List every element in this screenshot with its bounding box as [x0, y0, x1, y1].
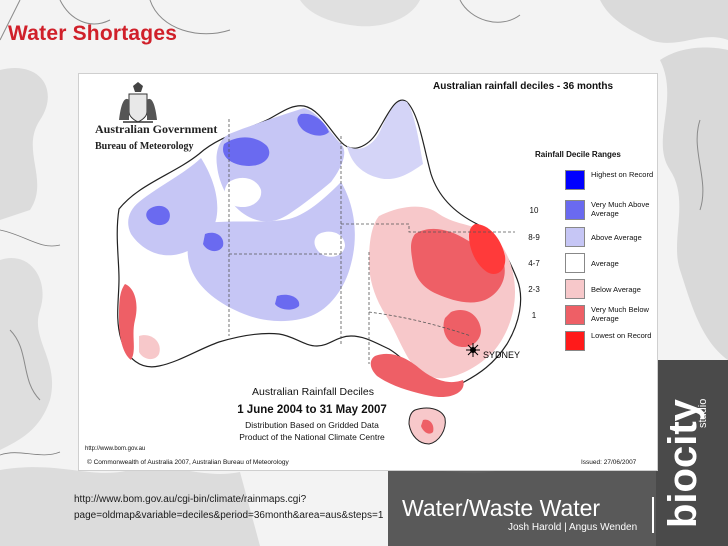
caption-dates: 1 June 2004 to 31 May 2007 [237, 404, 387, 416]
legend-swatch [565, 279, 585, 299]
legend-item: Highest on Record [519, 170, 654, 192]
sydney-marker-icon [466, 343, 480, 357]
legend-code: 2-3 [528, 285, 540, 294]
sydney-label: SYDNEY [483, 350, 521, 360]
source-url: http://www.bom.gov.au/cgi-bin/climate/ra… [74, 494, 384, 521]
footer-title: Water/Waste Water [402, 495, 601, 521]
legend-item: 1 Very Much Below Average [519, 305, 654, 327]
legend-code: 1 [531, 311, 537, 320]
government-name: Australian Government [95, 122, 218, 136]
figure-title: Australian rainfall deciles - 36 months [433, 81, 614, 92]
legend-label: Below Average [591, 285, 641, 294]
figure-source-url: http://www.bom.gov.au [85, 446, 146, 452]
caption-product: Product of the National Climate Centre [239, 432, 385, 442]
legend-label: Average [591, 259, 619, 268]
legend-code: 8-9 [528, 233, 540, 242]
footer-authors: Josh Harold | Angus Wenden [508, 522, 638, 533]
legend-item: 8-9 Above Average [519, 227, 654, 249]
footer-divider [652, 497, 654, 533]
copyright-note: © Commonwealth of Australia 2007, Austra… [87, 459, 289, 466]
slide-title: Water Shortages [8, 22, 178, 45]
bureau-name: Bureau of Meteorology [95, 141, 194, 152]
legend-code: 10 [529, 206, 539, 215]
issued-date: Issued: 27/06/2007 [581, 459, 637, 466]
legend-swatch [565, 253, 585, 273]
legend-label: Above Average [591, 233, 642, 242]
legend-swatch [565, 200, 585, 220]
caption-title: Australian Rainfall Deciles [252, 386, 374, 398]
coat-of-arms-icon [119, 82, 157, 123]
rainfall-figure: Australian Government Bureau of Meteorol… [78, 73, 658, 471]
brand-text: biocity [661, 398, 705, 528]
brand-subtext: studio [697, 399, 708, 428]
australia-map [116, 82, 522, 445]
legend-swatch [565, 305, 585, 325]
legend-title: Rainfall Decile Ranges [535, 150, 621, 159]
legend-swatch [565, 227, 585, 247]
government-branding: Australian Government Bureau of Meteorol… [95, 122, 217, 152]
legend-label: Very Much Above Average [591, 200, 650, 218]
biocity-logo-icon: biocity studio [661, 398, 708, 528]
legend-swatch [565, 331, 585, 351]
legend-item: 10 Very Much Above Average [519, 200, 654, 222]
legend-label: Highest on Record [591, 170, 654, 179]
legend-label: Very Much Below Average [591, 305, 649, 323]
caption-distribution: Distribution Based on Gridded Data [245, 420, 379, 430]
legend-item: Lowest on Record [519, 331, 654, 353]
legend-code: 4-7 [528, 259, 540, 268]
legend-label: Lowest on Record [591, 331, 652, 340]
legend-swatch [565, 170, 585, 190]
legend-item: 2-3 Below Average [519, 279, 654, 301]
legend-item: 4-7 Average [519, 253, 654, 275]
